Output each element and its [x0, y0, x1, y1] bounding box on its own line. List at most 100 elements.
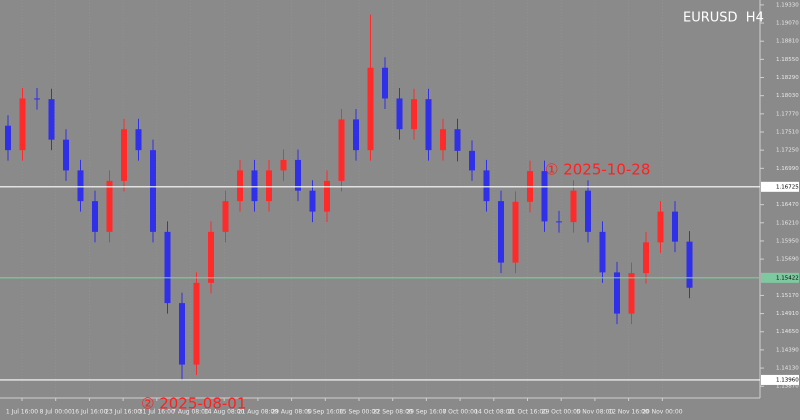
price-label-box [761, 374, 799, 385]
candle-body [570, 190, 577, 223]
candle-body [498, 201, 504, 263]
y-tick-label: 1.14910 [776, 311, 799, 317]
x-tick-label: 15 Sep 00:00 [339, 409, 379, 416]
candle-body [599, 231, 606, 273]
candle-body [338, 119, 345, 181]
x-tick-label: 21 Aug 08:00 [238, 409, 279, 416]
y-tick-label: 1.15170 [776, 293, 799, 299]
x-tick-label: 31 Jul 16:00 [139, 409, 175, 416]
candle-body [396, 98, 403, 130]
y-tick-label: 1.16470 [776, 202, 799, 208]
candle-body [382, 67, 388, 99]
price-label: 1.15422 [776, 275, 799, 281]
y-tick-label: 1.18290 [776, 75, 799, 81]
candle-body [179, 303, 185, 365]
annotation: ② 2025-08-01 [141, 395, 246, 413]
candle-body [237, 170, 243, 202]
candle-body [106, 180, 113, 232]
candle-body [614, 272, 620, 314]
candle-body [193, 282, 200, 365]
x-tick-label: 29 Oct 00:00 [542, 409, 581, 416]
x-tick-label: 23 Jul 16:00 [105, 409, 141, 416]
candle-body [628, 273, 635, 314]
candle-body [309, 190, 316, 212]
price-label-box [761, 272, 799, 283]
candle-body [92, 201, 98, 232]
price-label: 1.13960 [776, 377, 799, 383]
candle-body [556, 221, 562, 223]
candle-body [164, 231, 171, 304]
chart-title: EURUSD H4 [683, 11, 764, 26]
price-label-box [761, 181, 799, 192]
candle-body [585, 190, 591, 232]
x-tick-label: 29 Sep 16:00 [406, 409, 446, 416]
candle-body [121, 129, 127, 181]
y-tick-label: 1.17770 [776, 111, 799, 117]
candle-body [672, 211, 678, 242]
candle-body [483, 170, 490, 202]
plot [0, 14, 760, 381]
x-tick-label: 16 Jul 16:00 [71, 409, 107, 416]
x-tick-label: 14 Oct 08:00 [474, 409, 513, 416]
x-tick-label: 5 Sep 16:00 [307, 409, 343, 416]
candle-body [411, 99, 417, 130]
candle-body [643, 242, 649, 274]
candle-body [425, 99, 432, 151]
y-tick-label: 1.18550 [776, 57, 799, 63]
x-tick-label: 8 Jul 00:00 [40, 409, 72, 416]
y-tick-label: 1.19330 [776, 2, 799, 8]
y-tick-label: 1.13870 [776, 384, 799, 390]
candle-body [266, 170, 272, 202]
y-tick-label: 1.15690 [776, 257, 799, 263]
candle-body [512, 201, 519, 263]
x-tick-label: 14 Aug 08:00 [204, 409, 245, 416]
y-tick-label: 1.17510 [776, 130, 799, 136]
candle-body [686, 241, 693, 288]
candle-body [280, 159, 287, 171]
candle-body [77, 170, 84, 202]
candle-body [541, 171, 548, 222]
x-tick-label: 7 Oct 00:00 [442, 409, 477, 416]
candle-body [48, 99, 55, 140]
candle-body [454, 129, 461, 151]
candle-body [222, 201, 229, 232]
candle-body [150, 150, 156, 232]
candle-body [5, 125, 11, 151]
x-tick-label: 22 Sep 08:00 [373, 409, 413, 416]
x-tick-label: 7 Aug 08:00 [172, 409, 209, 416]
candle-body [440, 129, 446, 151]
x-tick-label: 12 Nov 16:00 [608, 409, 649, 416]
axes: 1.19330 1.19070 1.18810 1.18550 1.18290 1.180… [6, 2, 799, 415]
y-tick-label: 1.18030 [776, 93, 799, 99]
y-tick-label: 1.18810 [776, 39, 799, 45]
x-tick-label: 1 Jul 16:00 [6, 409, 38, 416]
candle-body [324, 180, 330, 212]
candle-body [19, 98, 26, 151]
y-tick-label: 1.15950 [776, 238, 799, 244]
candle-body [295, 159, 301, 191]
x-tick-label: 21 Oct 16:00 [508, 409, 547, 416]
candle-body [367, 67, 374, 151]
candle-body [208, 231, 214, 283]
y-tick-label: 1.16990 [776, 166, 799, 172]
y-tick-label: 1.19070 [776, 21, 799, 27]
y-tick-label: 1.17250 [776, 148, 799, 154]
candle-body [135, 129, 142, 151]
candle-body [63, 139, 69, 171]
candle-body [251, 170, 258, 202]
y-tick-label: 1.14650 [776, 329, 799, 335]
price-label: 1.16725 [776, 184, 799, 190]
y-tick-label: 1.14130 [776, 366, 799, 372]
candle-body [34, 98, 40, 100]
annotation: ① 2025-10-28 [545, 161, 650, 179]
x-tick-label: 5 Nov 08:00 [577, 409, 614, 416]
candle-body [353, 119, 359, 151]
y-tick-label: 1.16210 [776, 220, 799, 226]
candle-body [469, 150, 475, 171]
x-tick-label: 29 Aug 08:00 [271, 409, 312, 416]
candle-body [657, 211, 664, 243]
x-tick-label: 20 Nov 00:00 [642, 409, 683, 416]
